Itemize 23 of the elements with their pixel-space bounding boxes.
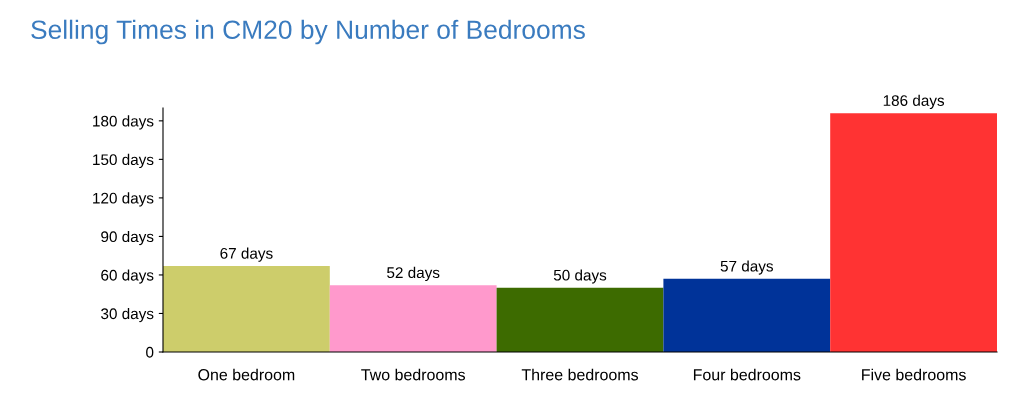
data-label: 67 days: [220, 247, 273, 262]
x-tick-label: Five bedrooms: [862, 368, 966, 381]
x-tick-label: One bedroom: [198, 368, 295, 381]
x-tick-label: Four bedrooms: [693, 368, 801, 381]
y-tick-label: 120 days: [93, 192, 154, 207]
bar: [329, 285, 497, 352]
bar: [496, 287, 664, 352]
x-tick-label: Three bedrooms: [521, 368, 639, 381]
bar: [663, 278, 831, 352]
bar: [830, 113, 997, 352]
x-tick-label: Two bedrooms: [361, 368, 466, 381]
y-tick-label: 180 days: [93, 115, 154, 130]
bar: [163, 265, 330, 352]
y-tick-label: 90 days: [101, 230, 154, 246]
y-tick-label: 0: [146, 346, 154, 358]
y-tick-label: 150 days: [93, 153, 154, 169]
chart-title: Selling Times in CM20 by Number of Bedrooms: [31, 19, 585, 45]
y-tick-label: 30 days: [101, 307, 154, 323]
data-label: 52 days: [387, 266, 440, 282]
data-label: 50 days: [553, 269, 607, 284]
data-label: 186 days: [883, 94, 945, 109]
y-tick-label: 60 days: [101, 269, 154, 284]
data-label: 57 days: [720, 260, 774, 275]
